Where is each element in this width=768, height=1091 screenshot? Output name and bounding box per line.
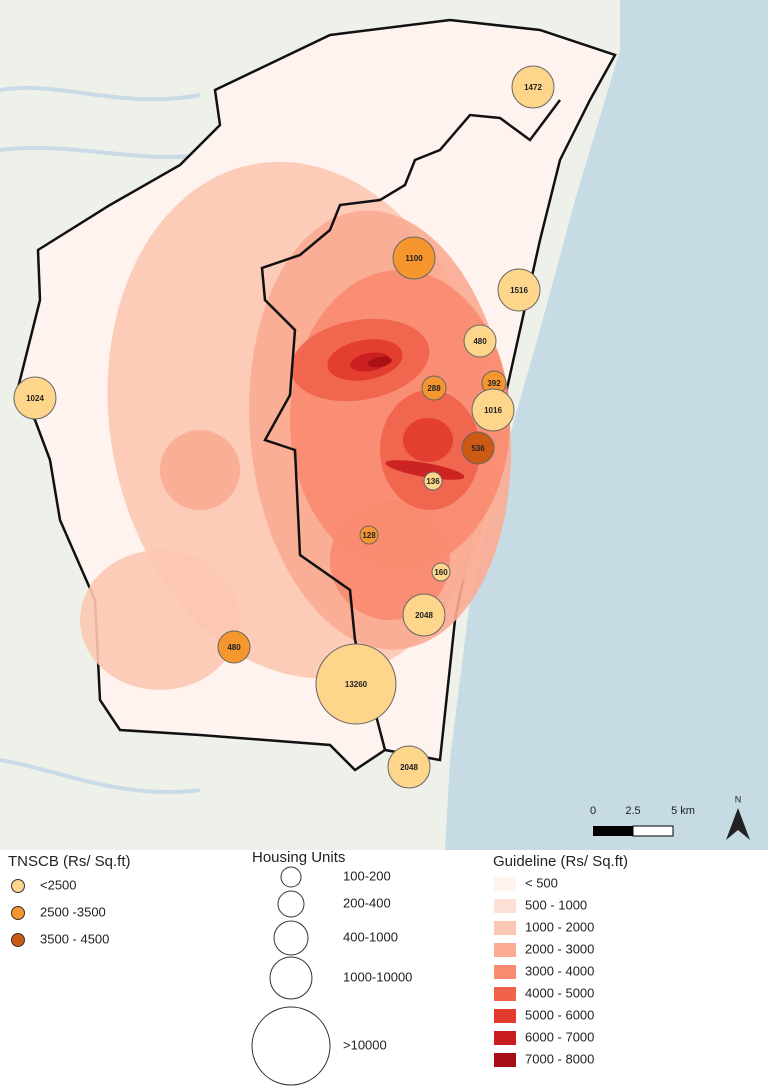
legend-label: 100-200 — [343, 868, 391, 883]
legend-swatch — [280, 866, 302, 888]
bubble-label: 536 — [471, 444, 485, 453]
legend-label: 1000-10000 — [343, 969, 412, 984]
bubble-label: 2048 — [400, 763, 418, 772]
legend-swatch — [251, 1006, 331, 1086]
housing-bubble — [392, 236, 436, 280]
legend-label: 500 - 1000 — [525, 897, 587, 912]
legend-label: 3000 - 4000 — [525, 963, 594, 978]
legend-swatch — [494, 1053, 516, 1067]
heat-zone — [403, 418, 453, 462]
legend-title: TNSCB (Rs/ Sq.ft) — [8, 853, 131, 870]
housing-bubble — [387, 745, 431, 789]
bubble-label: 1100 — [405, 254, 423, 263]
legend-label: 2500 -3500 — [40, 904, 106, 919]
bubble-label: 288 — [427, 384, 441, 393]
housing-bubble — [461, 431, 495, 465]
legend-swatch — [494, 1031, 516, 1045]
legend-swatch — [11, 906, 25, 920]
legend-title: Housing Units — [252, 849, 345, 866]
legend-swatch — [11, 879, 25, 893]
bubbles: 1472 1100 1516 480 1024 288 392 1016 536 136 128 16… — [13, 65, 555, 789]
legend-label: >10000 — [343, 1037, 387, 1052]
housing-bubble — [497, 268, 541, 312]
bubble-label: 480 — [473, 337, 487, 346]
legend-label: 1000 - 2000 — [525, 919, 594, 934]
legend-label: 5000 - 6000 — [525, 1007, 594, 1022]
bubble-label: 128 — [362, 531, 376, 540]
scale-label: 2.5 — [625, 805, 640, 817]
bubble-label: 136 — [426, 477, 440, 486]
housing-bubble — [423, 471, 443, 491]
legend-title: Guideline (Rs/ Sq.ft) — [493, 853, 628, 870]
bubble-label: 1016 — [484, 406, 502, 415]
housing-bubble — [431, 562, 451, 582]
heat-zone — [368, 356, 392, 368]
scale-bar: 0 2.5 5 km N — [590, 794, 750, 840]
legend-area — [0, 850, 768, 1091]
housing-bubble — [421, 375, 447, 401]
legend-swatch — [494, 987, 516, 1001]
legend-swatch — [494, 1009, 516, 1023]
legend-swatch — [269, 956, 313, 1000]
inner-boundary — [260, 99, 561, 641]
legend-label: 7000 - 8000 — [525, 1051, 594, 1066]
legend-swatch — [494, 965, 516, 979]
legend-swatch — [494, 921, 516, 935]
housing-bubble — [359, 525, 379, 545]
legend-swatch — [277, 890, 305, 918]
legend-swatch — [273, 920, 309, 956]
scale-label: 0 — [590, 805, 596, 817]
housing-bubble — [315, 643, 397, 725]
heat-layer — [80, 161, 511, 690]
legend-label: 4000 - 5000 — [525, 985, 594, 1000]
housing-bubble — [13, 376, 57, 420]
scale-segment — [632, 825, 674, 837]
bubble-label: 2048 — [415, 611, 433, 620]
legend-swatch — [11, 933, 25, 947]
bubble-label: 1516 — [510, 286, 528, 295]
legend-label: < 500 — [525, 875, 558, 890]
bubble-label: 1024 — [26, 394, 44, 403]
housing-bubble — [463, 324, 497, 358]
bubble-label: 392 — [487, 379, 501, 388]
legend-label: 200-400 — [343, 895, 391, 910]
bubble-label: 1472 — [524, 83, 542, 92]
legend-label: 6000 - 7000 — [525, 1029, 594, 1044]
housing-bubble — [471, 388, 515, 432]
north-label: N — [735, 794, 742, 804]
housing-bubble — [402, 593, 446, 637]
heat-zone — [80, 550, 240, 690]
housing-bubble — [511, 65, 555, 109]
legend-label: 3500 - 4500 — [40, 931, 109, 946]
legend-swatch — [494, 877, 516, 891]
heat-zone — [385, 460, 465, 480]
legend-swatch — [494, 899, 516, 913]
sea — [445, 0, 768, 850]
heat-zone — [160, 430, 240, 510]
legend-label: 2000 - 3000 — [525, 941, 594, 956]
legend-swatch — [494, 943, 516, 957]
bubble-label: 13260 — [345, 680, 368, 689]
legend-label: 400-1000 — [343, 929, 398, 944]
scale-label: 5 km — [671, 805, 695, 817]
scale-segment — [593, 826, 633, 836]
legends: <2500 2500 -3500 3500 - 4500 100-200 200-400… — [11, 866, 594, 1086]
north-arrow — [726, 808, 750, 840]
heat-zone — [330, 500, 450, 620]
bubble-label: 480 — [227, 643, 241, 652]
legend-label: <2500 — [40, 877, 77, 892]
bubble-label: 160 — [434, 568, 448, 577]
housing-bubble — [217, 630, 251, 664]
